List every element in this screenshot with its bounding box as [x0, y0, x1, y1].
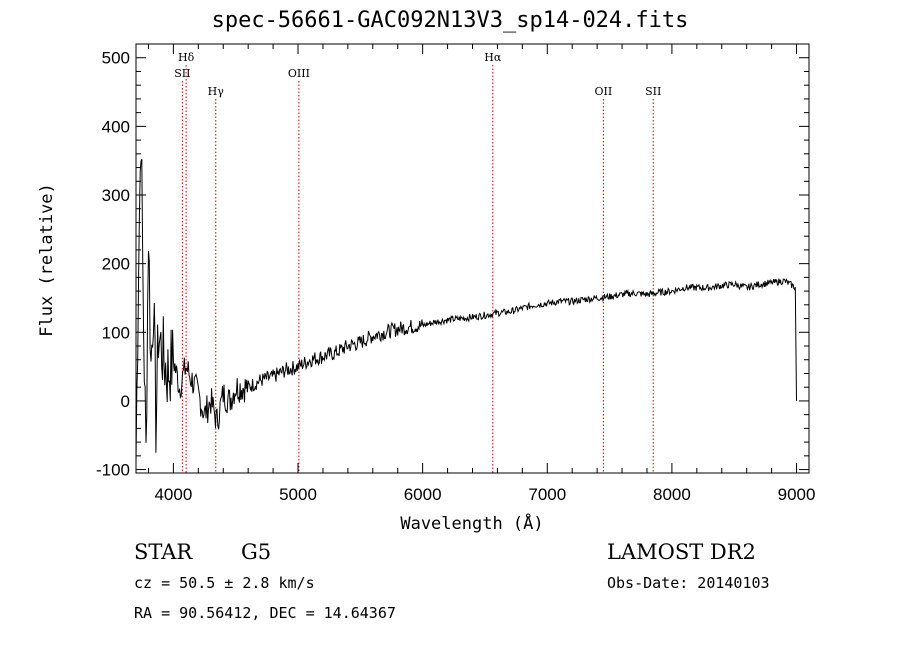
line-marker-label: Hδ: [178, 51, 195, 64]
chart-title: spec-56661-GAC092N13V3_sp14-024.fits: [211, 8, 689, 33]
line-markers: Hδ SII Hγ OIII Hα OII SII: [174, 51, 661, 473]
x-tick-label: 5000: [279, 485, 317, 504]
tick-labels: 4000 5000 6000 7000 8000 9000 -100 0 100 200 300 40…: [96, 49, 815, 504]
spectrum-line: [135, 159, 797, 464]
y-tick-label: 100: [102, 323, 130, 342]
x-tick-label: 6000: [404, 485, 442, 504]
y-axis-label: Flux (relative): [37, 183, 57, 337]
y-tick-label: 500: [102, 49, 130, 68]
y-tick-label: -100: [96, 461, 130, 480]
obs-date: Obs-Date: 20140103: [607, 574, 770, 592]
line-marker-label: Hα: [484, 51, 502, 64]
subclass: G5: [241, 540, 272, 564]
survey-name: LAMOST DR2: [607, 540, 756, 564]
x-tick-label: 9000: [778, 485, 816, 504]
coordinates: RA = 90.56412, DEC = 14.64367: [134, 604, 396, 622]
line-marker-label: SII: [645, 85, 661, 98]
x-tick-label: 4000: [154, 485, 192, 504]
redshift-info: cz = 50.5 ± 2.8 km/s: [134, 574, 315, 592]
y-tick-label: 0: [121, 392, 130, 411]
object-class: STAR: [134, 540, 193, 564]
plot-frame: [135, 43, 810, 474]
x-tick-label: 7000: [528, 485, 566, 504]
line-marker-label: OIII: [288, 67, 310, 80]
y-tick-label: 300: [102, 186, 130, 205]
x-tick-label: 8000: [653, 485, 691, 504]
y-tick-label: 200: [102, 255, 130, 274]
axis-ticks: [136, 44, 809, 473]
y-tick-label: 400: [102, 117, 130, 136]
x-axis-label: Wavelength (Å): [400, 512, 543, 534]
line-marker-label: SII: [174, 67, 190, 80]
line-marker-label: OII: [595, 85, 613, 98]
line-marker-label: Hγ: [208, 85, 225, 98]
